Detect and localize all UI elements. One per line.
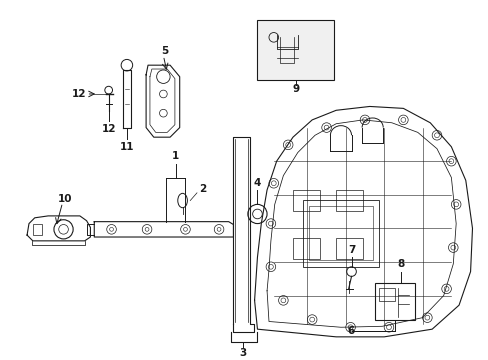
- Text: 7: 7: [347, 246, 354, 256]
- Bar: [292, 190, 319, 211]
- Text: 1: 1: [172, 151, 179, 161]
- Bar: [33, 224, 42, 235]
- Bar: [379, 288, 394, 301]
- Text: 4: 4: [253, 178, 261, 188]
- Bar: [257, 20, 334, 80]
- Bar: [374, 283, 414, 320]
- Text: 2: 2: [199, 184, 206, 194]
- Text: 5: 5: [162, 46, 168, 56]
- Bar: [302, 199, 379, 267]
- Text: 3: 3: [239, 348, 246, 358]
- Text: 11: 11: [120, 142, 134, 152]
- Text: 6: 6: [346, 326, 353, 336]
- Bar: [335, 238, 362, 259]
- Text: 12: 12: [101, 123, 116, 134]
- Text: 8: 8: [397, 259, 404, 269]
- Text: 10: 10: [58, 194, 73, 204]
- Bar: [309, 206, 372, 260]
- Text: 9: 9: [292, 84, 299, 94]
- Bar: [335, 190, 362, 211]
- Text: 12: 12: [72, 89, 86, 99]
- Bar: [292, 238, 319, 259]
